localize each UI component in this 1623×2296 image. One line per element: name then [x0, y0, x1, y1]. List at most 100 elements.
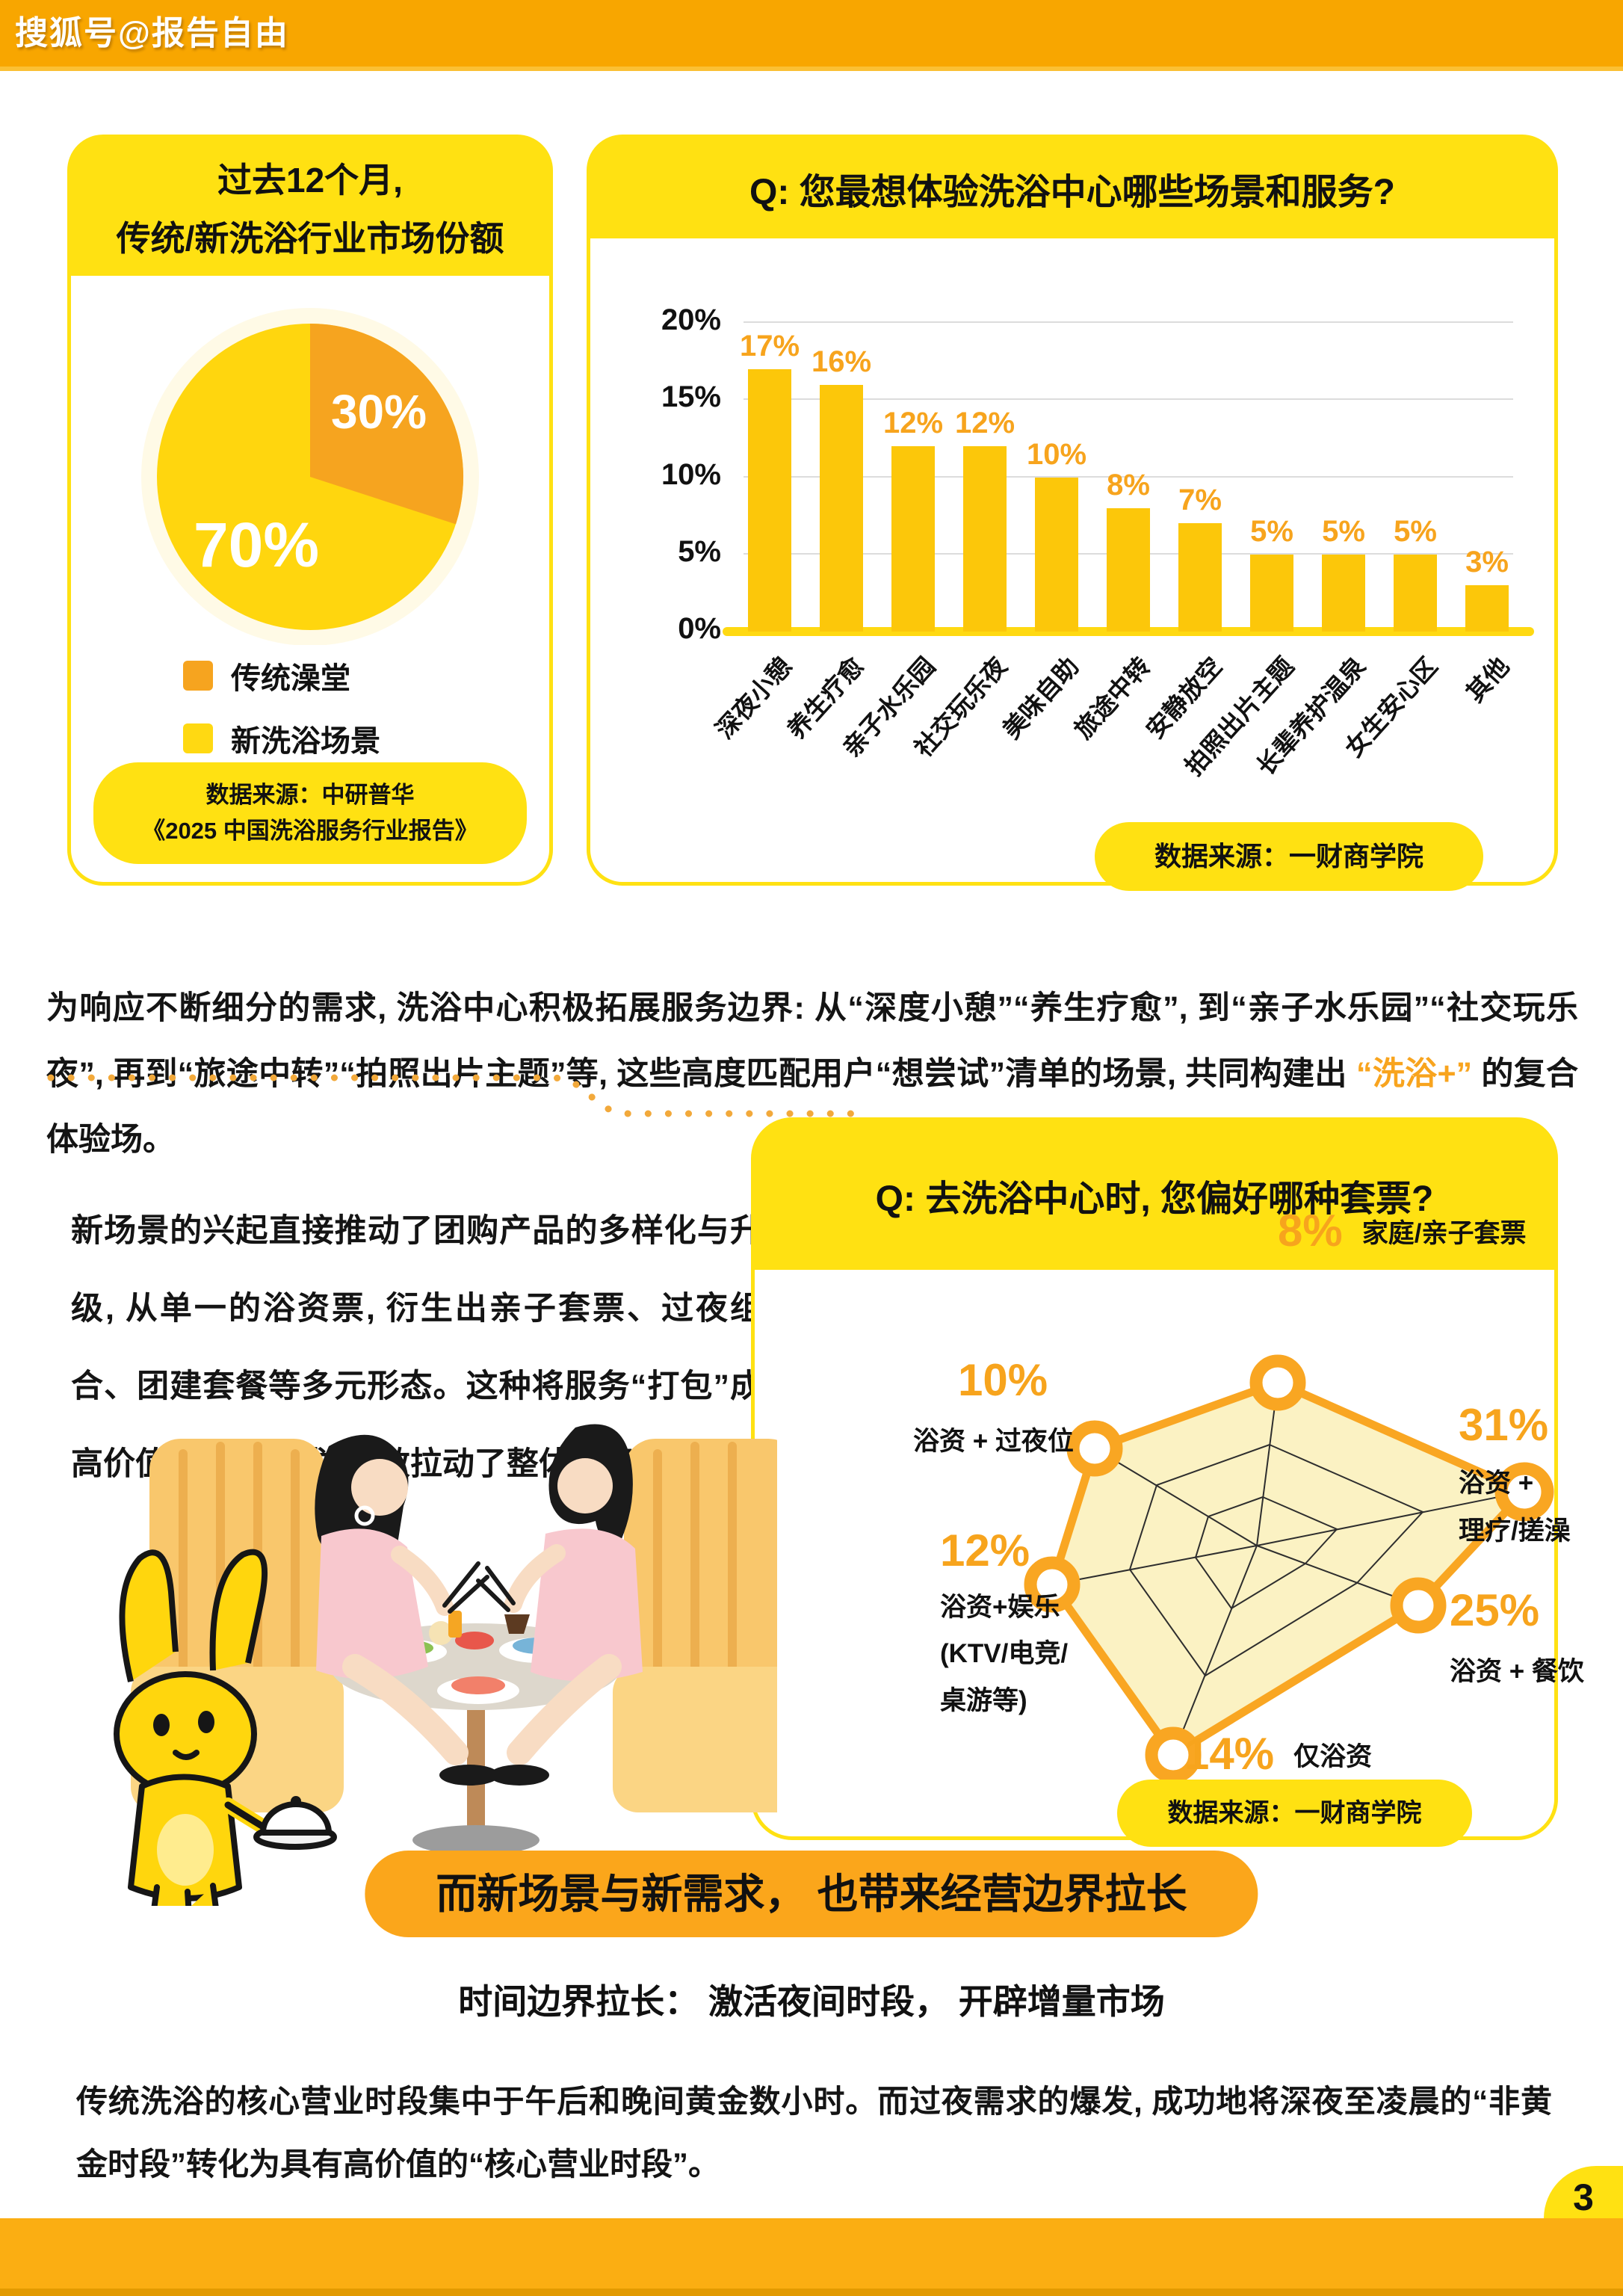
- bar-value-label: 5%: [1322, 514, 1365, 548]
- right-woman: [476, 1424, 643, 1786]
- pie-value-30: 30%: [331, 385, 427, 439]
- bar-value-label: 7%: [1178, 484, 1222, 517]
- bar: [891, 446, 935, 632]
- dotted-divider: [47, 1074, 869, 1117]
- legend-item-traditional: 传统澡堂: [183, 654, 549, 697]
- x-axis-label: 美味自助: [997, 652, 1084, 744]
- bar-column: 5% 长辈养护温泉: [1251, 514, 1370, 781]
- bar: [820, 384, 863, 632]
- gridline: 15%: [661, 380, 1513, 413]
- section-subtitle: 时间边界拉长： 激活夜间时段， 开辟增量市场: [458, 1982, 1165, 2021]
- para1-part1: 为响应不断细分的需求, 洗浴中心积极拓展服务边界: 从“深度小憩”“养生疗愈”,…: [46, 990, 1578, 1093]
- bar: [1035, 477, 1078, 632]
- bar-column: 8% 旅途中转: [1069, 468, 1156, 744]
- bar-chart-bars: 17% 深夜小憩 16% 养生疗愈 12% 亲子水乐园 12% 社交玩乐夜 10% 美味自助 8% 旅…: [711, 321, 1515, 781]
- dining-illustration: [114, 1424, 777, 1906]
- bar-column: 17% 深夜小憩: [711, 330, 800, 744]
- bar-column: 12% 亲子水乐园: [837, 407, 943, 762]
- pie-source-line1: 数据来源：中研普华: [205, 781, 415, 808]
- bar-column: 7% 安静放空: [1141, 484, 1228, 744]
- radar-card-header: Q: 去洗浴中心时, 您偏好哪种套票?: [754, 1120, 1555, 1270]
- page-number-tab: 3: [1544, 2166, 1623, 2218]
- legend-item-new: 新洗浴场景: [183, 717, 549, 760]
- para1-part2: 的复合体验场。: [46, 1056, 1578, 1158]
- brand-text: 搜狐号@报告自由: [15, 15, 289, 52]
- bar: [1250, 554, 1293, 632]
- y-axis-tick: 20%: [661, 303, 721, 336]
- gridline: 10%: [661, 458, 1513, 491]
- legend-label: 传统澡堂: [231, 662, 350, 695]
- x-axis-label: 旅途中转: [1069, 652, 1156, 744]
- top-brand-bar: 搜狐号@报告自由: [0, 0, 1623, 71]
- y-axis-tick: 0%: [678, 612, 721, 645]
- bar-column: 5% 拍照出片主题: [1179, 514, 1299, 781]
- pie-slice-traditional: [310, 324, 464, 525]
- bar-value-label: 12%: [882, 407, 944, 440]
- y-axis-tick: 15%: [661, 380, 721, 414]
- page-number: 3: [1573, 2176, 1594, 2218]
- pie-card-title-line2: 传统/新洗浴行业市场份额: [116, 218, 504, 258]
- bar-column: 12% 社交玩乐夜: [909, 407, 1015, 762]
- radar-chart-card: Q: 去洗浴中心时, 您偏好哪种套票? 8% 家庭/亲子套票: [751, 1117, 1584, 1847]
- pie-card-header: 过去12个月, 传统/新洗浴行业市场份额: [70, 138, 550, 276]
- radar-label-dining: 25% 浴资 + 餐饮: [1450, 1585, 1584, 1686]
- pie-chart: 30% 70%: [131, 305, 489, 646]
- radar-label-bath-only: 14% 仅浴资: [1184, 1729, 1373, 1779]
- bar: [1322, 554, 1365, 632]
- bottom-bar: [0, 2218, 1623, 2296]
- radar-label-entertainment: 12% 浴资+娱乐 (KTV/电竞/ 桌游等): [940, 1525, 1069, 1715]
- pie-value-70: 70%: [194, 510, 319, 580]
- pie-legend: 传统澡堂 新洗浴场景: [183, 654, 549, 760]
- radar-vertex-circles: [1024, 1354, 1554, 1783]
- legend-label: 新洗浴场景: [231, 725, 380, 758]
- radar-chart: [1024, 1354, 1554, 1783]
- bar-value-label: 17%: [739, 329, 800, 362]
- bar-value-label: 3%: [1465, 546, 1509, 579]
- bar-value-label: 16%: [811, 345, 872, 378]
- bar-column: 5% 女生安心区: [1339, 514, 1442, 762]
- bar-value-label: 8%: [1107, 468, 1150, 502]
- bar: [1107, 507, 1150, 632]
- pie-chart-card: 过去12个月, 传统/新洗浴行业市场份额 30% 70% 传统澡堂 新洗浴场景 …: [67, 135, 553, 886]
- right-booth-seat: [613, 1439, 777, 1812]
- paragraph-service-expansion: 为响应不断细分的需求, 洗浴中心积极拓展服务边界: 从“深度小憩”“养生疗愈”,…: [46, 975, 1578, 1173]
- bar-column: 10% 美味自助: [998, 438, 1087, 744]
- bar: [963, 446, 1007, 632]
- gridline: 20%: [661, 303, 1513, 336]
- bar-card-title: Q: 您最想体验洗浴中心哪些场景和服务?: [749, 172, 1395, 212]
- bar: [1465, 585, 1509, 632]
- radar-label-overnight: 10% 浴资 + 过夜位: [913, 1355, 1074, 1456]
- section-banner: 而新场景与新需求， 也带来经营边界拉长: [365, 1851, 1258, 1937]
- radar-label-spa-massage: 31% 浴资 + 理疗/搓澡: [1459, 1400, 1571, 1546]
- pie-source-line2: 《2025 中国洗浴服务行业报告》: [142, 817, 478, 844]
- bar-chart-card: Q: 您最想体验洗浴中心哪些场景和服务? 0% 5% 10% 15% 20% 17% 深夜…: [587, 135, 1558, 891]
- bar: [748, 368, 791, 632]
- radar-source-badge: 数据来源：一财商学院: [1117, 1780, 1472, 1847]
- radar-card-title: Q: 去洗浴中心时, 您偏好哪种套票?: [875, 1179, 1434, 1219]
- bar-column: 3% 其他: [1461, 546, 1515, 707]
- bar-value-label: 12%: [954, 407, 1015, 440]
- rabbit-mascot: [114, 1549, 337, 1906]
- bar-value-label: 5%: [1250, 514, 1293, 548]
- bar: [1178, 523, 1222, 632]
- y-axis-tick: 10%: [661, 457, 721, 491]
- bar-value-label: 5%: [1394, 514, 1437, 548]
- x-axis-label: 其他: [1460, 652, 1515, 708]
- para1-highlight: “洗浴+”: [1356, 1056, 1473, 1093]
- pie-source-badge: 数据来源：中研普华 《2025 中国洗浴服务行业报告》: [93, 762, 527, 864]
- y-axis-tick: 5%: [678, 534, 721, 568]
- pie-card-title-line1: 过去12个月,: [217, 160, 403, 200]
- radar-label-family: 8% 家庭/亲子套票: [1278, 1206, 1527, 1256]
- radar-data-polygon: [1048, 1378, 1529, 1759]
- bar-column: 16% 养生疗愈: [782, 345, 872, 744]
- radar-web: [1051, 1382, 1525, 1756]
- legend-swatch-yellow: [183, 723, 213, 753]
- paragraph-time-boundary: 传统洗浴的核心营业时段集中于午后和晚间黄金数小时。而过夜需求的爆发, 成功地将深…: [76, 2084, 1552, 2182]
- left-woman: [315, 1434, 499, 1786]
- legend-swatch-orange: [183, 661, 213, 691]
- bar-card-header: Q: 您最想体验洗浴中心哪些场景和服务?: [590, 138, 1555, 238]
- bar: [1394, 554, 1437, 632]
- bar-chart: 0% 5% 10% 15% 20% 17% 深夜小憩 16% 养生疗愈 12% 亲子水乐园 12% 社…: [661, 303, 1534, 781]
- bar-source-badge: 数据来源：一财商学院: [1095, 822, 1483, 891]
- x-axis-label: 深夜小憩: [710, 652, 797, 744]
